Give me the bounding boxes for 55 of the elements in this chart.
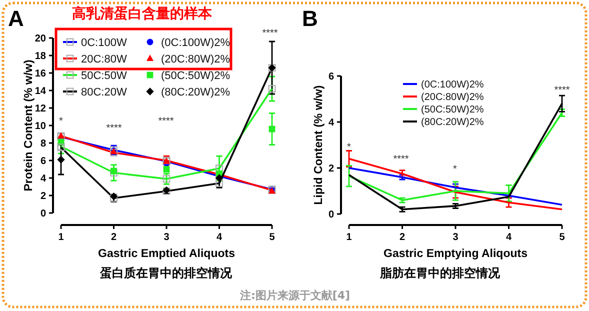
legend-label: (0C:100W)2% <box>421 80 484 90</box>
legend-label: 0C:100W <box>81 36 128 49</box>
legend-label: (20C:80W)2% <box>421 92 484 103</box>
y-tick-label: 10 <box>34 121 46 132</box>
y-tick-label: 2 <box>328 164 334 174</box>
x-tick-label: 5 <box>269 232 276 243</box>
legend-label: (50C:50W)2% <box>161 70 230 82</box>
legend-label: 20C:80W <box>81 53 128 66</box>
y-tick-label: 4 <box>328 118 334 128</box>
y-tick-label: 0 <box>40 208 46 220</box>
x-tick-label: 2 <box>399 232 406 243</box>
x-tick-label: 4 <box>216 232 222 243</box>
y-tick-label: 14 <box>34 86 46 97</box>
annotation: * <box>347 142 352 153</box>
x-tick-label: 1 <box>346 232 352 243</box>
annotation: **** <box>393 154 409 165</box>
y-tick-label: 12 <box>34 104 46 114</box>
annotation: **** <box>262 28 278 39</box>
legend-label: (0C:100W)2% <box>161 36 230 49</box>
annotation: * <box>59 116 64 127</box>
legend-label: (50C:50W)2% <box>421 104 484 116</box>
legend-label: (20C:80W)2% <box>161 53 230 66</box>
text: 脂肪在胃中的排空情况 <box>379 266 501 280</box>
text: 注:图片来源于文献[4] <box>238 289 350 302</box>
y-axis-title: Protein Content (% w/w) <box>23 60 35 192</box>
y-tick-label: 16 <box>34 68 46 80</box>
y-tick-label: 18 <box>34 51 46 62</box>
annotation: **** <box>158 116 174 127</box>
y-tick-label: 6 <box>328 72 334 82</box>
y-tick-label: 0 <box>328 210 334 220</box>
y-axis-title: Lipid Content (% w/w) <box>313 85 325 205</box>
y-tick-label: 2 <box>40 191 46 202</box>
x-tick-label: 2 <box>110 232 117 243</box>
legend-label: 50C:50W <box>81 70 128 82</box>
annotation: **** <box>554 85 570 96</box>
x-tick-label: 1 <box>58 232 64 243</box>
annotation: **** <box>106 123 122 134</box>
annotation: * <box>453 164 458 175</box>
x-tick-label: 3 <box>164 232 170 243</box>
chart-title: B <box>302 6 318 31</box>
y-tick-label: 8 <box>40 138 46 150</box>
legend-label: 80C:20W <box>81 86 128 98</box>
y-tick-label: 4 <box>40 174 46 184</box>
text: 蛋白质在胃中的排空情况 <box>99 266 233 280</box>
x-tick-label: 5 <box>559 232 566 243</box>
x-tick-label: 3 <box>452 232 459 243</box>
x-tick-label: 4 <box>506 232 512 243</box>
x-axis-title: Gastric Emptying Aliqouts <box>384 248 528 260</box>
chart-title: A <box>8 6 24 31</box>
y-tick-label: 6 <box>40 156 46 167</box>
legend-label: (80C:20W)2% <box>161 86 230 98</box>
text: 高乳清蛋白含量的样本 <box>72 5 213 22</box>
y-tick-label: 20 <box>34 34 46 44</box>
x-axis-title: Gastric Emptied Aliquots <box>98 248 235 260</box>
legend-label: (80C:20W)2% <box>421 117 484 128</box>
